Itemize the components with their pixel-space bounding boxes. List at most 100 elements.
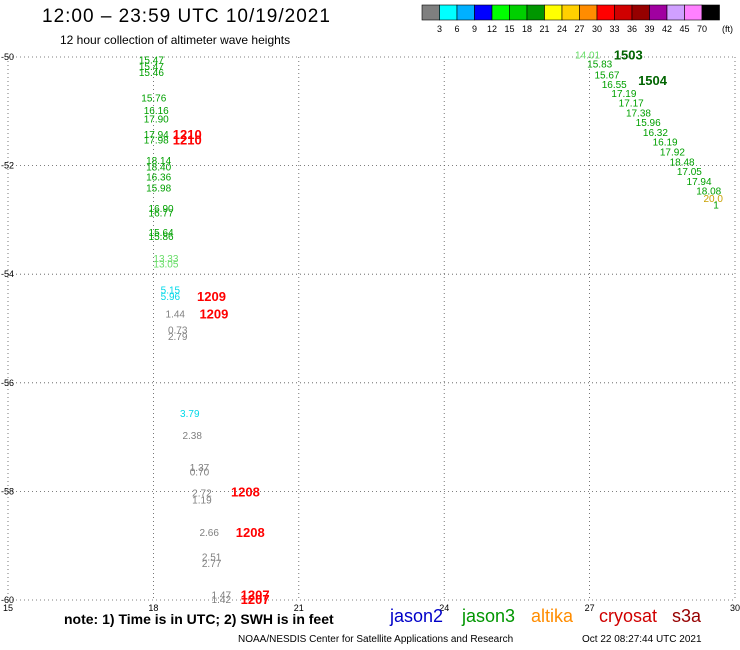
time-annotation: 1207 <box>241 592 270 607</box>
legend-label: 21 <box>539 24 549 34</box>
y-tick-label: -52 <box>1 161 14 171</box>
legend-label: 42 <box>662 24 672 34</box>
y-tick-label: -54 <box>1 269 14 279</box>
swh-value-label: 16.90 <box>149 204 174 215</box>
swh-value-label: 3.79 <box>180 409 200 420</box>
time-annotation: 1207 <box>241 588 270 603</box>
swh-value-label: 1 <box>713 201 719 212</box>
y-tick-label: -60 <box>1 595 14 605</box>
swh-value-label: 2.77 <box>202 559 222 570</box>
swh-value-label: 15.47 <box>139 62 164 73</box>
legend-label: 36 <box>627 24 637 34</box>
legend-label: 70 <box>697 24 707 34</box>
x-tick-label: 24 <box>439 603 449 613</box>
sat-s3a: s3a <box>672 606 702 626</box>
swh-value-label: 1.37 <box>190 463 210 474</box>
swh-value-label: 0.70 <box>190 467 210 478</box>
swh-value-label: 20.0 <box>703 194 723 205</box>
swh-value-label: 16.32 <box>643 128 668 139</box>
x-tick-label: 27 <box>585 603 595 613</box>
swh-value-label: 0.73 <box>168 326 188 337</box>
swh-value-label: 15.98 <box>146 183 171 194</box>
swh-value-label: 17.94 <box>687 177 712 188</box>
legend-label: 3 <box>437 24 442 34</box>
time-annotation: 1208 <box>231 484 260 499</box>
legend-label: 33 <box>609 24 619 34</box>
swh-value-label: 17.92 <box>660 147 685 158</box>
swh-value-label: 1.47 <box>212 591 232 602</box>
swh-value-label: 1.42 <box>212 595 232 606</box>
swh-value-label: 13.05 <box>153 259 178 270</box>
chart-title: 12:00 – 23:59 UTC 10/19/2021 <box>42 6 331 27</box>
swh-value-label: 16.16 <box>144 106 169 117</box>
swh-value-label: 1.19 <box>192 496 212 507</box>
swh-value-label: 18.48 <box>670 157 695 168</box>
swh-value-label: 18.40 <box>146 163 171 174</box>
swh-value-label: 2.38 <box>182 431 202 442</box>
x-tick-label: 21 <box>294 603 304 613</box>
swh-value-label: 2.72 <box>192 488 212 499</box>
time-annotation: 1210 <box>173 133 202 148</box>
time-annotation: 1503 <box>614 47 643 62</box>
swh-value-label: 14.01 <box>575 50 600 61</box>
legend-label: 15 <box>504 24 514 34</box>
x-tick-label: 15 <box>3 603 13 613</box>
time-annotation: 1208 <box>236 525 265 540</box>
time-annotation: 1210 <box>173 127 202 142</box>
swh-value-label: 15.83 <box>587 60 612 71</box>
swh-value-label: 13.33 <box>153 254 178 265</box>
swh-value-label: 15.76 <box>141 94 166 105</box>
swh-value-label: 18.14 <box>146 156 171 167</box>
legend-label: 30 <box>592 24 602 34</box>
chart-subtitle: 12 hour collection of altimeter wave hei… <box>60 33 291 47</box>
swh-value-label: 17.17 <box>619 99 644 110</box>
time-annotation: 1209 <box>197 289 226 304</box>
swh-value-label: 15.64 <box>149 228 174 239</box>
y-tick-label: -56 <box>1 378 14 388</box>
swh-value-label: 2.51 <box>202 553 222 564</box>
swh-value-label: 16.55 <box>602 80 627 91</box>
legend-label: 9 <box>472 24 477 34</box>
swh-value-label: 15.96 <box>636 118 661 129</box>
swh-value-label: 18.08 <box>696 187 721 198</box>
swh-value-label: 15.86 <box>149 232 174 243</box>
swh-value-label: 1.44 <box>166 309 186 320</box>
swh-value-label: 2.79 <box>168 332 188 343</box>
swh-value-label: 16.77 <box>149 208 174 219</box>
time-annotation: 1504 <box>638 73 668 88</box>
swh-value-label: 15.67 <box>594 70 619 81</box>
sat-jason2: jason2 <box>390 606 444 626</box>
swh-value-label: 16.19 <box>653 138 678 149</box>
time-annotation: 1209 <box>199 306 228 321</box>
legend-label: 45 <box>679 24 689 34</box>
swh-value-label: 5.96 <box>161 292 181 303</box>
swh-value-label: 17.94 <box>144 130 169 141</box>
swh-value-label: 17.90 <box>144 114 169 125</box>
legend-label: 6 <box>454 24 459 34</box>
legend-label: 18 <box>522 24 532 34</box>
legend-label: 12 <box>487 24 497 34</box>
swh-value-label: 2.66 <box>199 528 219 539</box>
footer-timestamp: Oct 22 08:27:44 UTC 2021 <box>582 634 702 645</box>
color-legend: 3 6 9 12 15 18 21 24 27 30 33 36 39 42 45 70 (ft) <box>421 4 733 34</box>
sat-cryosat: cryosat <box>599 606 658 626</box>
legend-label: 24 <box>557 24 567 34</box>
legend-label: 39 <box>644 24 654 34</box>
footer-note: note: 1) Time is in UTC; 2) SWH is in fe… <box>64 611 334 627</box>
legend-unit: (ft) <box>722 24 733 34</box>
swh-value-label: 17.05 <box>677 167 702 178</box>
swh-value-label: 17.38 <box>626 108 651 119</box>
legend-label: 27 <box>574 24 584 34</box>
sat-altika: altika <box>531 606 574 626</box>
y-tick-label: -50 <box>1 52 14 62</box>
swh-value-label: 15.47 <box>139 56 164 67</box>
y-tick-label: -58 <box>1 486 14 496</box>
swh-value-label: 17.19 <box>611 89 636 100</box>
legend-swatch <box>701 4 720 21</box>
footer-credit: NOAA/NESDIS Center for Satellite Applica… <box>238 634 514 645</box>
swh-value-label: 17.98 <box>144 136 169 147</box>
x-tick-label: 30 <box>730 603 740 613</box>
swh-value-label: 5.15 <box>161 285 181 296</box>
x-tick-label: 18 <box>148 603 158 613</box>
